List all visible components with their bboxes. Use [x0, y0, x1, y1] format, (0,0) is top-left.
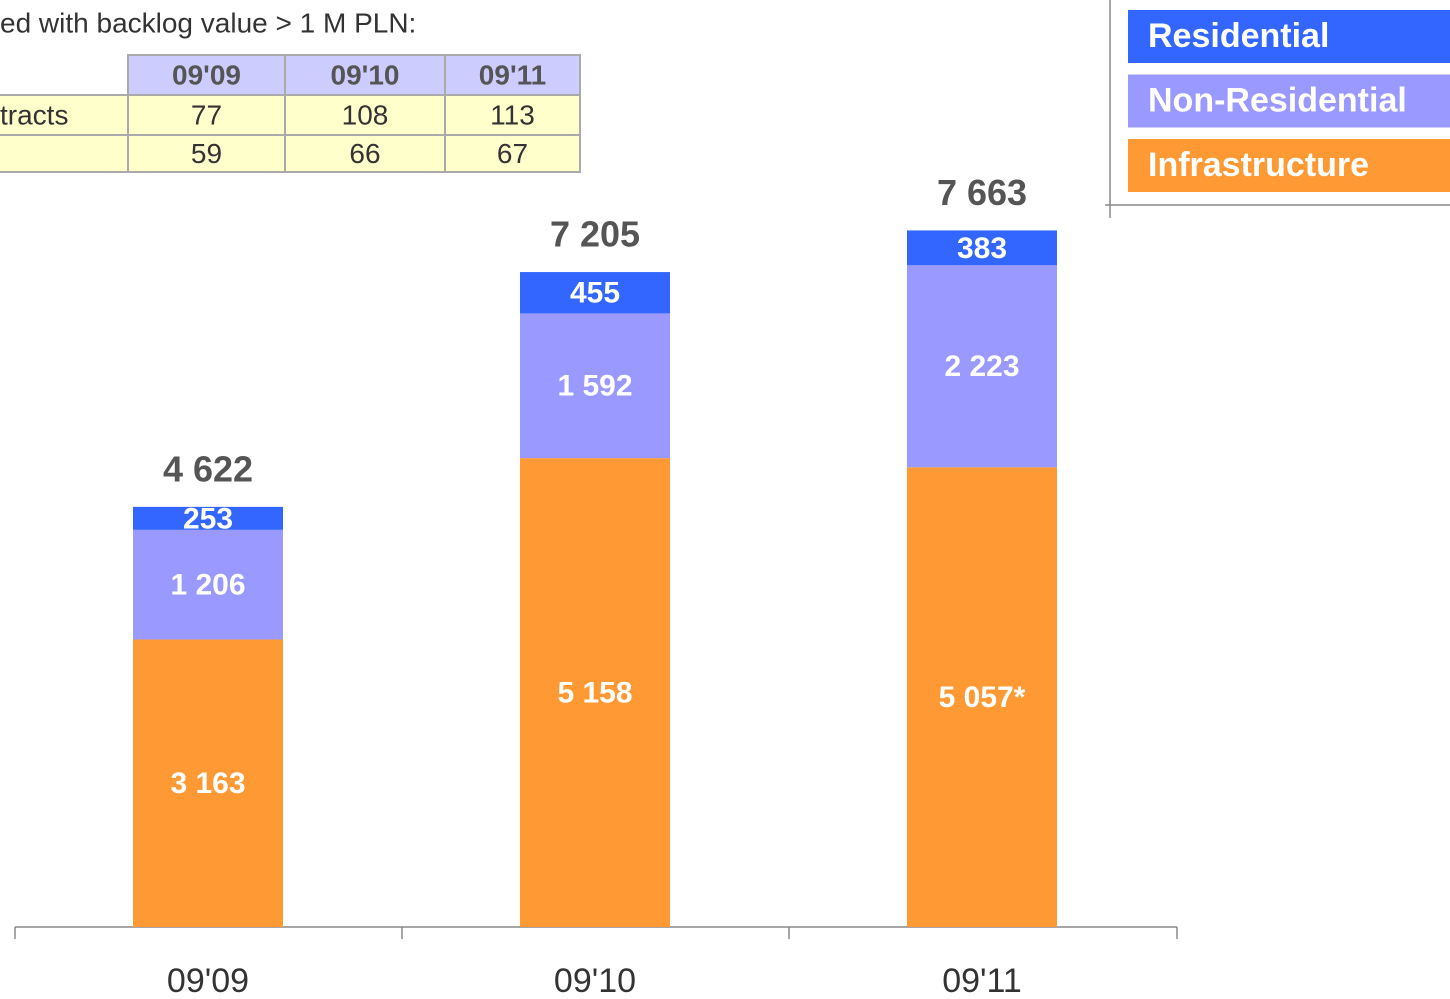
- total-label: 4 622: [163, 448, 253, 489]
- legend-swatch: [1128, 10, 1450, 63]
- total-label: 7 663: [937, 172, 1027, 213]
- value-label: 455: [570, 277, 620, 310]
- bar-segment: [907, 230, 1057, 266]
- legend-label: Infrastructure: [1148, 146, 1369, 184]
- bar-segment: [907, 265, 1057, 468]
- value-label: 1 206: [170, 569, 245, 602]
- table-value: 67: [497, 138, 528, 169]
- value-label: 2 223: [944, 350, 1019, 383]
- table-label-cell: [0, 94, 129, 136]
- bar-segment: [133, 506, 283, 530]
- table-row-label: tracts: [0, 99, 68, 130]
- value-label: 383: [957, 232, 1007, 265]
- table-label-cell: [0, 134, 129, 173]
- bar-segment: [907, 467, 1057, 927]
- table-cell: [444, 94, 581, 136]
- legend-label: Residential: [1148, 17, 1329, 55]
- total-label: 7 205: [550, 214, 640, 255]
- legend-swatch: [1128, 139, 1450, 192]
- table-header-cell: [444, 54, 581, 96]
- table-header: 09'10: [331, 59, 400, 90]
- bar-segment: [520, 458, 670, 927]
- table-header: 09'09: [172, 59, 241, 90]
- table-value: 59: [191, 138, 222, 169]
- x-tick-label: 09'09: [167, 962, 249, 999]
- x-tick-label: 09'11: [942, 962, 1022, 999]
- legend-label: Non-Residential: [1148, 81, 1407, 119]
- value-label: 5 057*: [939, 681, 1026, 714]
- table-cell: [284, 94, 446, 136]
- table-header-cell: [127, 54, 286, 96]
- bar-segment: [133, 529, 283, 640]
- bar-segment: [520, 313, 670, 459]
- table-value: 108: [342, 99, 389, 130]
- x-tick-label: 09'10: [554, 962, 636, 999]
- table-value: 66: [349, 138, 380, 169]
- value-label: 1 592: [557, 370, 632, 403]
- table-value: 77: [191, 99, 222, 130]
- legend-swatch: [1128, 74, 1450, 128]
- caption: ed with backlog value > 1 M PLN:: [0, 7, 416, 38]
- bar-segment: [520, 272, 670, 314]
- value-label: 3 163: [170, 767, 245, 800]
- table-value: 113: [490, 99, 535, 130]
- table-cell: [444, 134, 581, 173]
- table-header-cell: [284, 54, 446, 96]
- table-header: 09'11: [479, 59, 546, 90]
- value-label: 5 158: [557, 676, 632, 709]
- value-label: 253: [183, 502, 233, 535]
- bar-segment: [133, 639, 283, 927]
